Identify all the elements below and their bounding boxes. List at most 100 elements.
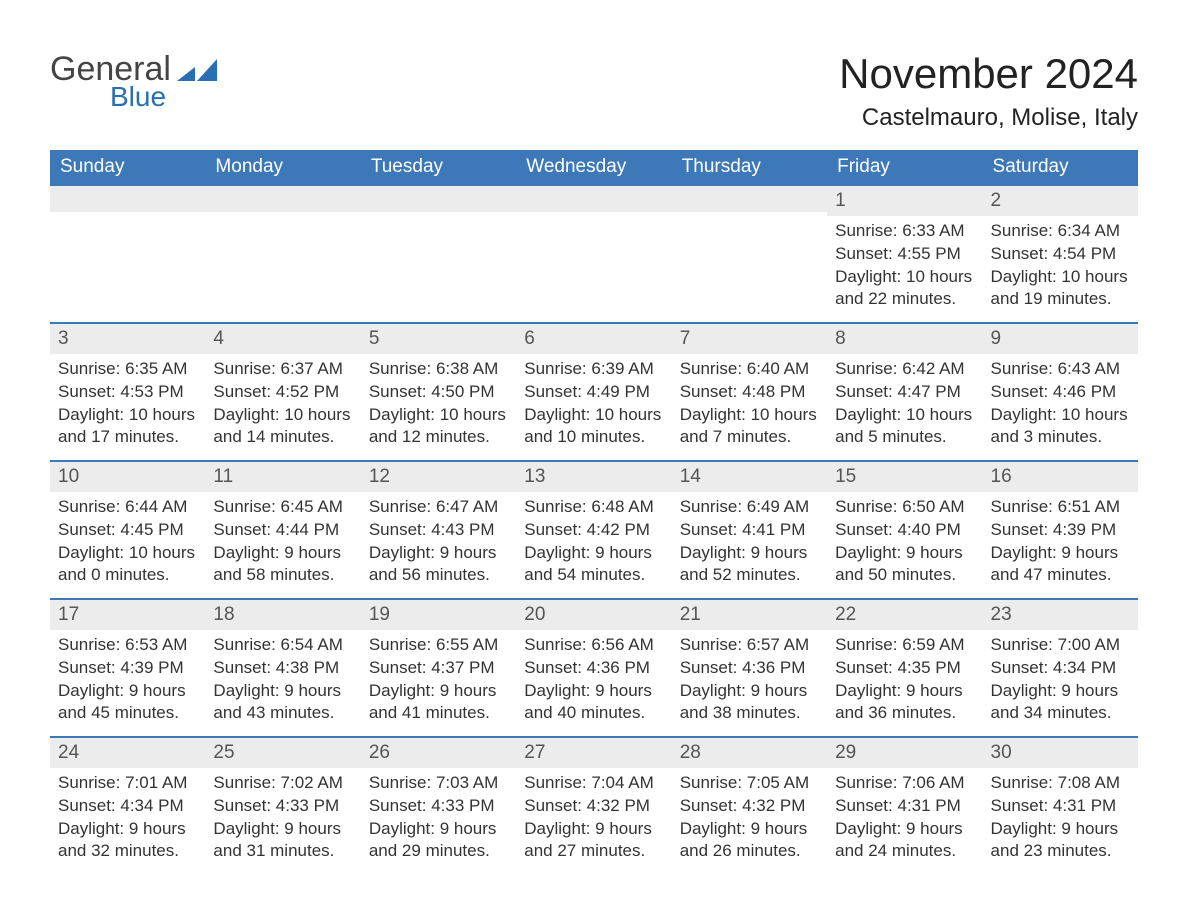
location-subtitle: Castelmauro, Molise, Italy [839, 104, 1138, 132]
daylight-line2: and 5 minutes. [835, 426, 974, 449]
sunset-line: Sunset: 4:34 PM [991, 657, 1130, 680]
sunrise-label: Sunrise: [680, 773, 747, 792]
day-details: Sunrise: 6:45 AMSunset: 4:44 PMDaylight:… [205, 492, 360, 596]
daylight-line1: Daylight: 9 hours [58, 680, 197, 703]
daylight-line1: Daylight: 9 hours [524, 818, 663, 841]
calendar-day-cell: 15Sunrise: 6:50 AMSunset: 4:40 PMDayligh… [827, 460, 982, 598]
sunset-line: Sunset: 4:31 PM [835, 795, 974, 818]
sunrise-label: Sunrise: [213, 359, 280, 378]
daylight-line1: Daylight: 9 hours [680, 818, 819, 841]
sunrise-line: Sunrise: 6:38 AM [369, 358, 508, 381]
daylight-value1: 9 hours [595, 681, 652, 700]
sunset-value: 4:48 PM [742, 382, 805, 401]
daylight-line1: Daylight: 9 hours [524, 542, 663, 565]
sunrise-line: Sunrise: 6:57 AM [680, 634, 819, 657]
sunset-value: 4:53 PM [120, 382, 183, 401]
daylight-line1: Daylight: 10 hours [835, 266, 974, 289]
sunrise-value: 6:49 AM [747, 497, 809, 516]
sunset-label: Sunset: [369, 520, 431, 539]
calendar-day-cell: 8Sunrise: 6:42 AMSunset: 4:47 PMDaylight… [827, 322, 982, 460]
sunrise-label: Sunrise: [991, 773, 1058, 792]
daylight-line1: Daylight: 10 hours [835, 404, 974, 427]
daylight-value1: 10 hours [906, 405, 972, 424]
calendar-day-cell: 20Sunrise: 6:56 AMSunset: 4:36 PMDayligh… [516, 598, 671, 736]
sunrise-label: Sunrise: [58, 635, 125, 654]
sunset-value: 4:33 PM [276, 796, 339, 815]
date-number: 12 [361, 460, 516, 492]
date-number: 1 [827, 184, 982, 216]
daylight-line1: Daylight: 9 hours [524, 680, 663, 703]
sunrise-value: 6:39 AM [591, 359, 653, 378]
sunrise-value: 7:01 AM [125, 773, 187, 792]
sunset-value: 4:31 PM [897, 796, 960, 815]
date-number: 24 [50, 736, 205, 768]
sunrise-label: Sunrise: [213, 773, 280, 792]
day-details: Sunrise: 6:50 AMSunset: 4:40 PMDaylight:… [827, 492, 982, 596]
sunrise-label: Sunrise: [369, 635, 436, 654]
sunrise-value: 6:42 AM [902, 359, 964, 378]
daylight-value1: 10 hours [1061, 267, 1127, 286]
sunset-label: Sunset: [213, 520, 275, 539]
sunrise-value: 6:38 AM [436, 359, 498, 378]
calendar-day-cell: 16Sunrise: 6:51 AMSunset: 4:39 PMDayligh… [983, 460, 1138, 598]
date-number: 18 [205, 598, 360, 630]
daylight-label: Daylight: [524, 681, 595, 700]
date-number: 19 [361, 598, 516, 630]
date-number: 2 [983, 184, 1138, 216]
calendar-day-cell: 28Sunrise: 7:05 AMSunset: 4:32 PMDayligh… [672, 736, 827, 874]
sunrise-line: Sunrise: 6:39 AM [524, 358, 663, 381]
title-block: November 2024 Castelmauro, Molise, Italy [839, 20, 1138, 142]
sunset-line: Sunset: 4:37 PM [369, 657, 508, 680]
date-number: 8 [827, 322, 982, 354]
daylight-line2: and 43 minutes. [213, 702, 352, 725]
sunset-line: Sunset: 4:54 PM [991, 243, 1130, 266]
sunrise-label: Sunrise: [835, 221, 902, 240]
sunset-value: 4:45 PM [120, 520, 183, 539]
calendar-empty-cell [516, 184, 671, 322]
sunrise-value: 7:05 AM [747, 773, 809, 792]
sunrise-line: Sunrise: 6:59 AM [835, 634, 974, 657]
daylight-label: Daylight: [991, 819, 1062, 838]
daylight-label: Daylight: [524, 405, 595, 424]
date-strip-empty [516, 184, 671, 212]
sunrise-line: Sunrise: 6:43 AM [991, 358, 1130, 381]
sunset-label: Sunset: [680, 796, 742, 815]
daylight-line1: Daylight: 9 hours [680, 542, 819, 565]
sunrise-line: Sunrise: 6:49 AM [680, 496, 819, 519]
daylight-value1: 10 hours [1061, 405, 1127, 424]
day-details: Sunrise: 6:53 AMSunset: 4:39 PMDaylight:… [50, 630, 205, 734]
date-number: 15 [827, 460, 982, 492]
daylight-value1: 10 hours [440, 405, 506, 424]
sunrise-value: 6:35 AM [125, 359, 187, 378]
daylight-value1: 10 hours [129, 543, 195, 562]
sunrise-line: Sunrise: 7:06 AM [835, 772, 974, 795]
calendar-table: SundayMondayTuesdayWednesdayThursdayFrid… [50, 150, 1138, 874]
calendar-week-row: 1Sunrise: 6:33 AMSunset: 4:55 PMDaylight… [50, 184, 1138, 322]
day-details: Sunrise: 7:03 AMSunset: 4:33 PMDaylight:… [361, 768, 516, 872]
daylight-line2: and 17 minutes. [58, 426, 197, 449]
sunset-line: Sunset: 4:50 PM [369, 381, 508, 404]
sunrise-label: Sunrise: [991, 221, 1058, 240]
sunrise-line: Sunrise: 6:40 AM [680, 358, 819, 381]
sunset-line: Sunset: 4:47 PM [835, 381, 974, 404]
day-details: Sunrise: 6:56 AMSunset: 4:36 PMDaylight:… [516, 630, 671, 734]
daylight-label: Daylight: [213, 543, 284, 562]
date-strip-empty [672, 184, 827, 212]
date-number: 29 [827, 736, 982, 768]
calendar-day-cell: 26Sunrise: 7:03 AMSunset: 4:33 PMDayligh… [361, 736, 516, 874]
sunrise-label: Sunrise: [369, 497, 436, 516]
sunset-line: Sunset: 4:33 PM [369, 795, 508, 818]
daylight-label: Daylight: [58, 543, 129, 562]
daylight-value1: 9 hours [751, 543, 808, 562]
daylight-value1: 9 hours [129, 681, 186, 700]
daylight-line1: Daylight: 10 hours [213, 404, 352, 427]
date-number: 14 [672, 460, 827, 492]
daylight-line2: and 38 minutes. [680, 702, 819, 725]
daylight-value1: 10 hours [906, 267, 972, 286]
weekday-header: Sunday [50, 150, 205, 184]
daylight-line2: and 56 minutes. [369, 564, 508, 587]
sunrise-value: 6:37 AM [281, 359, 343, 378]
daylight-line1: Daylight: 10 hours [524, 404, 663, 427]
daylight-line2: and 26 minutes. [680, 840, 819, 863]
daylight-value1: 9 hours [440, 681, 497, 700]
